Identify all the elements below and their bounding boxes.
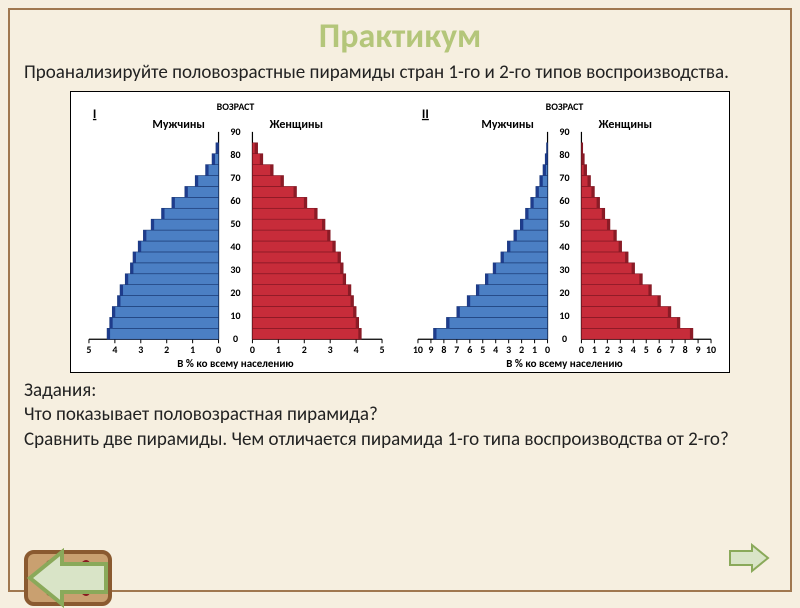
svg-text:2: 2 bbox=[164, 344, 169, 356]
svg-text:40: 40 bbox=[230, 241, 240, 253]
svg-text:1: 1 bbox=[532, 344, 537, 356]
pyramid-chart-panel: 0011223344550102030405060708090IВОЗРАСТМ… bbox=[70, 91, 730, 373]
svg-text:1: 1 bbox=[190, 344, 195, 356]
task-1: Что показывает половозрастная пирамида? bbox=[24, 403, 776, 428]
page-title: Практикум bbox=[10, 16, 790, 57]
svg-text:5: 5 bbox=[380, 344, 385, 356]
svg-text:4: 4 bbox=[631, 344, 636, 356]
svg-text:ВОЗРАСТ: ВОЗРАСТ bbox=[546, 101, 584, 113]
svg-text:Женщины: Женщины bbox=[598, 118, 652, 132]
svg-text:6: 6 bbox=[467, 344, 472, 356]
svg-text:80: 80 bbox=[230, 149, 240, 161]
svg-text:8: 8 bbox=[683, 344, 688, 356]
tasks-header: Задания: bbox=[24, 379, 776, 404]
next-button[interactable] bbox=[726, 543, 772, 573]
svg-text:70: 70 bbox=[559, 172, 569, 184]
svg-text:9: 9 bbox=[696, 344, 701, 356]
svg-text:10: 10 bbox=[230, 310, 240, 322]
svg-text:4: 4 bbox=[112, 344, 117, 356]
svg-text:II: II bbox=[422, 107, 429, 122]
svg-text:80: 80 bbox=[559, 149, 569, 161]
svg-text:0: 0 bbox=[250, 344, 255, 356]
svg-text:Мужчины: Мужчины bbox=[152, 118, 204, 132]
arrow-right-icon bbox=[726, 543, 772, 573]
svg-text:30: 30 bbox=[559, 264, 569, 276]
svg-text:90: 90 bbox=[559, 126, 569, 138]
pyramid-1: 0011223344550102030405060708090IВОЗРАСТМ… bbox=[71, 92, 400, 372]
svg-text:Женщины: Женщины bbox=[269, 118, 323, 132]
svg-text:0: 0 bbox=[562, 333, 567, 345]
svg-text:В % ко всему населению: В % ко всему населению bbox=[506, 357, 622, 370]
svg-text:10: 10 bbox=[706, 344, 716, 356]
task-2: Сравнить две пирамиды. Чем отличается пи… bbox=[24, 428, 776, 453]
svg-text:В % ко всему населению: В % ко всему населению bbox=[177, 357, 293, 370]
svg-text:8: 8 bbox=[441, 344, 446, 356]
svg-text:20: 20 bbox=[559, 287, 569, 299]
svg-text:50: 50 bbox=[559, 218, 569, 230]
intro-text: Проанализируйте половозрастные пирамиды … bbox=[24, 61, 776, 85]
svg-text:3: 3 bbox=[138, 344, 143, 356]
svg-text:6: 6 bbox=[657, 344, 662, 356]
svg-text:3: 3 bbox=[506, 344, 511, 356]
svg-text:20: 20 bbox=[230, 287, 240, 299]
svg-text:30: 30 bbox=[230, 264, 240, 276]
svg-text:10: 10 bbox=[559, 310, 569, 322]
svg-text:3: 3 bbox=[618, 344, 623, 356]
svg-text:0: 0 bbox=[545, 344, 550, 356]
svg-text:1: 1 bbox=[592, 344, 597, 356]
svg-text:2: 2 bbox=[302, 344, 307, 356]
svg-text:5: 5 bbox=[644, 344, 649, 356]
svg-text:7: 7 bbox=[454, 344, 459, 356]
svg-text:0: 0 bbox=[579, 344, 584, 356]
svg-text:Мужчины: Мужчины bbox=[481, 118, 533, 132]
prev-button[interactable] bbox=[68, 548, 114, 578]
svg-text:60: 60 bbox=[230, 195, 240, 207]
svg-text:7: 7 bbox=[670, 344, 675, 356]
svg-text:0: 0 bbox=[216, 344, 221, 356]
svg-text:3: 3 bbox=[328, 344, 333, 356]
svg-text:70: 70 bbox=[230, 172, 240, 184]
svg-text:2: 2 bbox=[519, 344, 524, 356]
arrow-left-icon bbox=[22, 548, 114, 608]
svg-text:5: 5 bbox=[480, 344, 485, 356]
svg-text:90: 90 bbox=[230, 126, 240, 138]
svg-text:5: 5 bbox=[86, 344, 91, 356]
pyramid-2: 0011223344556677889910100102030405060708… bbox=[400, 92, 729, 372]
svg-text:60: 60 bbox=[559, 195, 569, 207]
svg-text:10: 10 bbox=[413, 344, 423, 356]
svg-text:I: I bbox=[93, 107, 96, 122]
svg-text:2: 2 bbox=[605, 344, 610, 356]
tasks-block: Задания: Что показывает половозрастная п… bbox=[24, 379, 776, 453]
svg-text:ВОЗРАСТ: ВОЗРАСТ bbox=[217, 101, 255, 113]
svg-text:9: 9 bbox=[428, 344, 433, 356]
svg-text:4: 4 bbox=[493, 344, 498, 356]
svg-text:0: 0 bbox=[233, 333, 238, 345]
svg-text:4: 4 bbox=[354, 344, 359, 356]
svg-text:1: 1 bbox=[276, 344, 281, 356]
svg-text:50: 50 bbox=[230, 218, 240, 230]
svg-text:40: 40 bbox=[559, 241, 569, 253]
